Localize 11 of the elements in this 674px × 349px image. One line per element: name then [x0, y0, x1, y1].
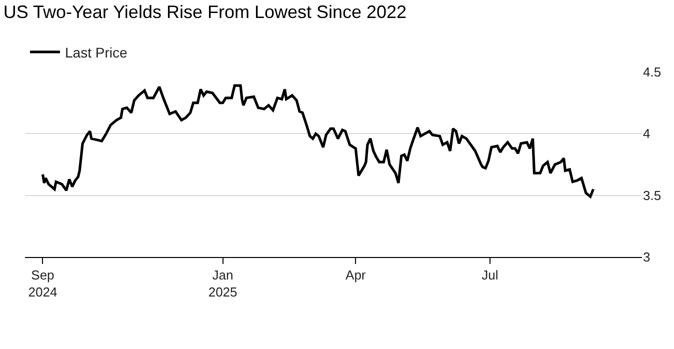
y-tick-label: 4	[643, 126, 650, 142]
chart-title: US Two-Year Yields Rise From Lowest Since 2022	[3, 2, 407, 22]
x-tick-label: Apr	[346, 268, 366, 283]
y-tick-label: 3	[643, 250, 650, 265]
x-tick-label: Jan 2025	[208, 268, 238, 300]
line-series	[41, 84, 595, 198]
y-tick-label: 4.5	[643, 64, 662, 80]
legend-label: Last Price	[65, 44, 128, 60]
y-tick-label: 3.5	[643, 188, 662, 203]
x-tick-label: Sep 2024	[28, 268, 58, 300]
x-tick-label: Jul	[482, 268, 498, 283]
